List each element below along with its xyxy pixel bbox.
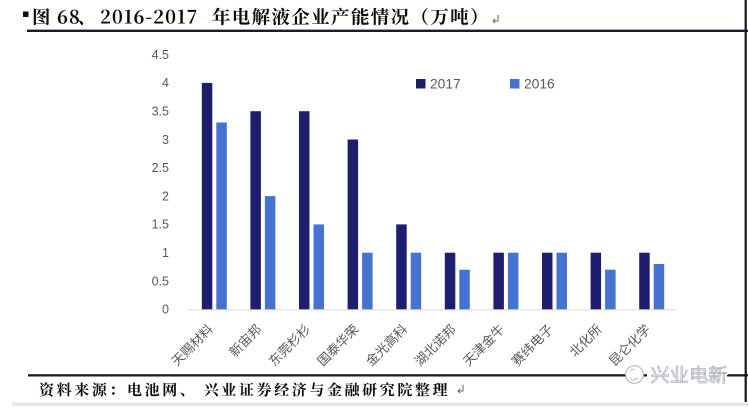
svg-text:2: 2 [162,189,169,203]
svg-text:2016: 2016 [524,77,555,92]
svg-text:2017: 2017 [430,77,461,92]
svg-text:1.5: 1.5 [152,218,169,232]
svg-text:2.5: 2.5 [152,161,169,175]
svg-text:3: 3 [162,133,169,147]
svg-text:0.5: 0.5 [152,274,169,288]
svg-text:1: 1 [162,246,169,260]
svg-text:4: 4 [162,76,169,90]
svg-text:0: 0 [162,303,169,317]
svg-text:4.5: 4.5 [152,48,169,62]
svg-text:3.5: 3.5 [152,105,169,119]
